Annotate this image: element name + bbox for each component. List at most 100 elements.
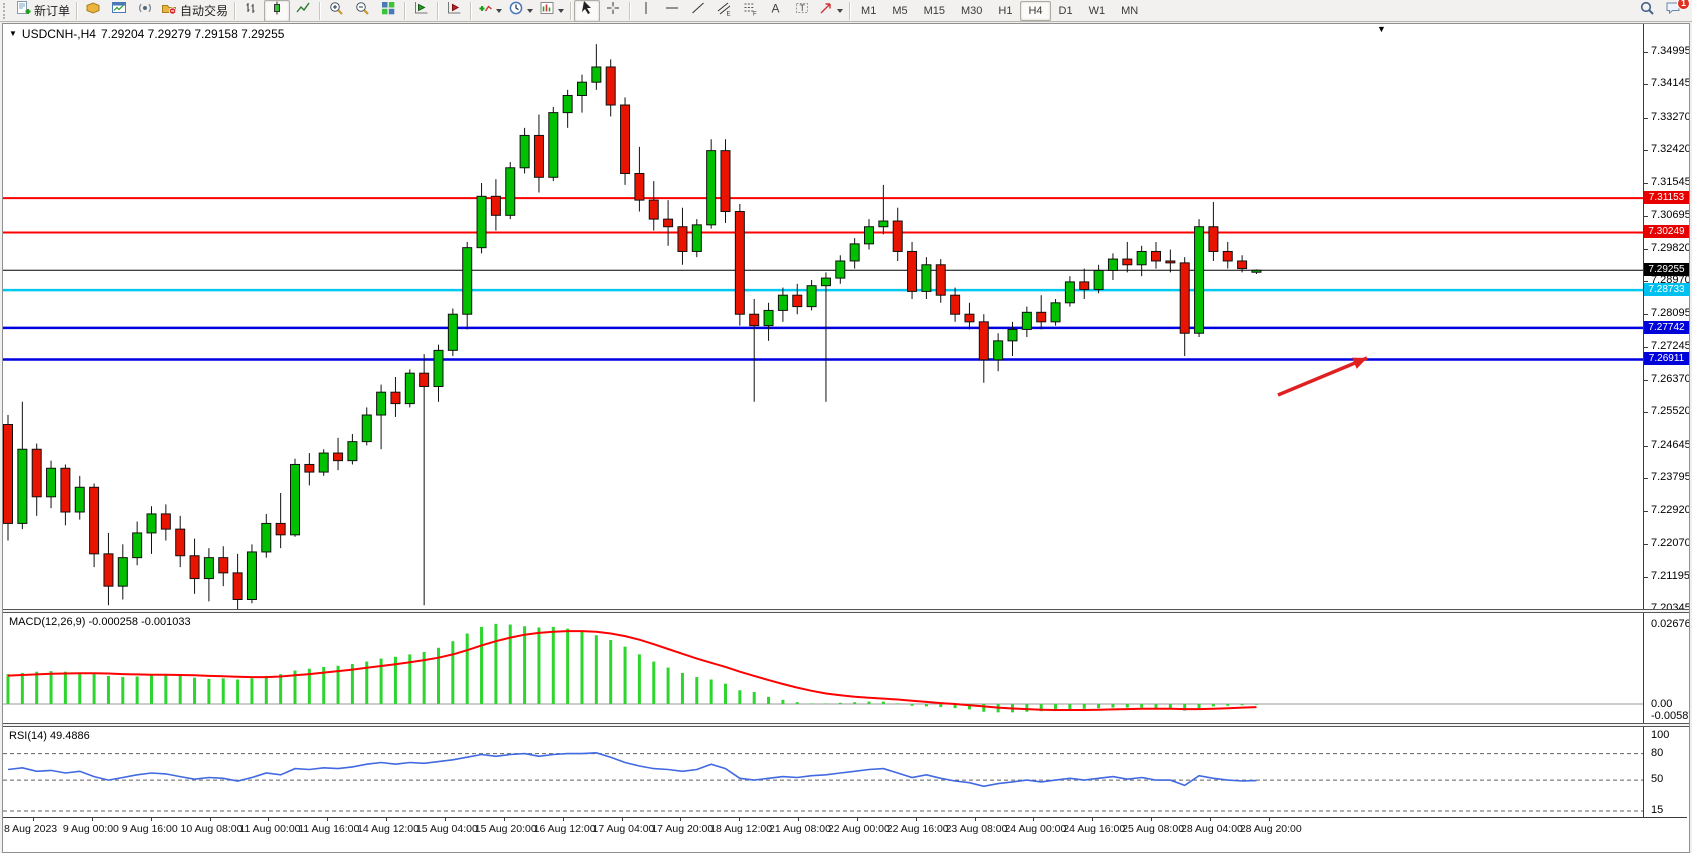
rsi-pane[interactable] — [3, 727, 1687, 817]
bar-chart-button[interactable] — [238, 0, 264, 22]
autotrading-button[interactable]: 自动交易 — [158, 0, 231, 22]
time-tick-mark — [562, 817, 564, 821]
price-axis-line[interactable] — [1643, 24, 1644, 817]
cursor-button[interactable] — [574, 0, 601, 22]
chart-dropdown-icon[interactable]: ▼ — [9, 29, 17, 38]
timeframe-M15[interactable]: M15 — [923, 4, 945, 17]
horizontal-line-button[interactable] — [659, 0, 685, 22]
candle-body — [1036, 311, 1047, 323]
main-chart-pane[interactable] — [3, 24, 1687, 609]
candle-body — [749, 313, 760, 327]
timeframe-M5[interactable]: M5 — [892, 4, 908, 17]
autotrading-icon — [161, 0, 177, 21]
chart-shift-icon — [446, 0, 462, 21]
templates-dropdown-caret[interactable] — [558, 8, 565, 13]
rsi-line — [7, 751, 1257, 788]
candle-body — [232, 572, 243, 600]
time-tick-mark — [974, 817, 976, 821]
zoom-out-button[interactable] — [349, 0, 375, 22]
timeframe-MN[interactable]: MN — [1121, 4, 1139, 17]
timeframe-M30[interactable]: M30 — [961, 4, 983, 17]
terminal-button[interactable] — [106, 0, 132, 22]
auto-scroll-button[interactable] — [408, 0, 434, 22]
candle-body — [1165, 260, 1176, 264]
candle-body — [347, 441, 358, 462]
zoom-in-button[interactable] — [323, 0, 349, 22]
line-chart-button[interactable] — [290, 0, 316, 22]
crosshair-icon — [605, 0, 621, 21]
vertical-line-button[interactable] — [633, 0, 659, 22]
trend-arrow-annotation[interactable] — [1277, 356, 1368, 397]
templates-icon — [539, 0, 555, 21]
tile-windows-button[interactable] — [375, 0, 401, 22]
candlestick-chart-button[interactable] — [264, 0, 291, 22]
candle-body — [31, 448, 42, 498]
time-axis-line[interactable] — [3, 817, 1687, 818]
candle-body — [1064, 281, 1075, 304]
price-tick-label: 7.34995 — [1651, 45, 1689, 57]
search-button[interactable] — [1634, 0, 1660, 22]
fibonacci-icon: F — [742, 0, 758, 21]
candle-body — [390, 391, 401, 405]
candle-body — [677, 226, 688, 252]
notifications-button[interactable]: 1 — [1660, 0, 1690, 22]
crosshair-button[interactable] — [600, 0, 626, 22]
rsi-axis-label: 15 — [1651, 803, 1664, 816]
candle-body — [892, 220, 903, 252]
channel-icon: E — [716, 0, 732, 21]
timeframe-M1[interactable]: M1 — [861, 4, 877, 17]
macd-axis-label: 0.00 — [1651, 698, 1673, 710]
candle-body — [1194, 226, 1205, 334]
price-tick-mark — [1644, 281, 1648, 282]
timeframe-D1[interactable]: D1 — [1058, 4, 1073, 17]
time-axis-label: 8 Aug 2023 — [4, 823, 58, 835]
periods-icon — [508, 0, 524, 21]
candle-body — [1208, 226, 1219, 252]
candle-body — [1151, 250, 1161, 262]
price-tick-label: 7.22070 — [1651, 537, 1689, 549]
candle-body — [261, 522, 272, 553]
macd-pane[interactable] — [3, 613, 1687, 723]
price-tick-label: 7.26370 — [1651, 373, 1689, 385]
timeframe-H1[interactable]: H1 — [998, 4, 1013, 17]
time-tick-mark — [1210, 817, 1211, 821]
indicators-dropdown-caret[interactable] — [496, 8, 503, 13]
candlestick-chart-icon — [269, 0, 285, 21]
indicators-button[interactable] — [474, 0, 505, 22]
line-chart-icon — [295, 0, 311, 21]
price-tick-mark — [1644, 577, 1648, 578]
signals-button[interactable] — [132, 0, 158, 22]
label-icon: T — [794, 0, 810, 21]
candle-body — [89, 486, 100, 555]
periods-button[interactable] — [505, 0, 536, 22]
toolbar-separator — [76, 1, 78, 20]
time-tick-mark — [856, 817, 858, 821]
svg-text:F: F — [753, 12, 757, 17]
trendline-button[interactable] — [685, 0, 711, 22]
time-tick-mark — [327, 817, 329, 821]
editor-button[interactable] — [80, 0, 106, 22]
pane-separator[interactable] — [3, 723, 1689, 727]
candle-body — [620, 104, 631, 174]
candle-body — [763, 309, 774, 327]
candle-body — [476, 195, 487, 249]
candle-body — [376, 391, 387, 416]
periods-dropdown-caret[interactable] — [527, 8, 534, 13]
channel-button[interactable]: E — [711, 0, 737, 22]
arrows-button[interactable] — [815, 0, 846, 22]
candle-body — [921, 264, 932, 292]
chart-shift-button[interactable] — [441, 0, 467, 22]
time-tick-mark — [444, 817, 446, 821]
pane-separator[interactable] — [3, 609, 1689, 613]
label-button[interactable]: T — [789, 0, 815, 22]
price-tick-mark — [1644, 544, 1648, 545]
timeframe-H4[interactable]: H4 — [1020, 0, 1051, 21]
timeframe-W1[interactable]: W1 — [1088, 4, 1106, 17]
text-button[interactable]: A — [763, 0, 789, 22]
fibonacci-button[interactable]: F — [737, 0, 763, 22]
new-order-button[interactable]: 新订单 — [12, 0, 73, 22]
toolbar-grip[interactable] — [3, 2, 9, 19]
templates-button[interactable] — [536, 0, 567, 22]
chart-shift-marker[interactable]: ▼ — [1377, 24, 1386, 34]
arrows-dropdown-caret[interactable] — [837, 8, 844, 13]
